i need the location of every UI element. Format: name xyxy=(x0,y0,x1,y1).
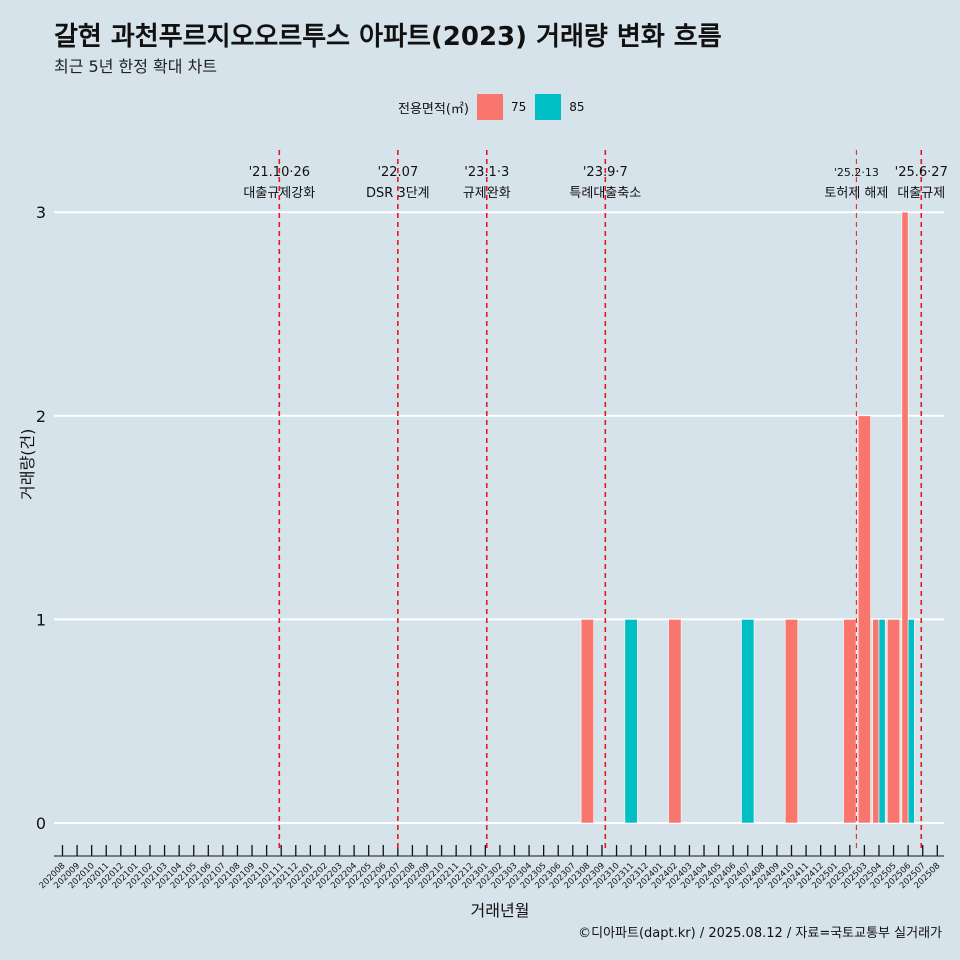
source-footer: ©디아파트(dapt.kr) / 2025.08.12 / 자료=국토교통부 실… xyxy=(578,926,942,941)
chart-title: 갈현 과천푸르지오오르투스 아파트(2023) 거래량 변화 흐름 xyxy=(54,22,722,52)
legend-title: 전용면적(㎡) xyxy=(398,101,469,117)
x-axis-label: 거래년월 xyxy=(470,901,530,920)
event-name-label: 특례대출축소 xyxy=(569,186,641,201)
bar-85-202311 xyxy=(624,619,638,824)
event-date-label: '25.6·27 xyxy=(895,165,948,180)
bar-75-202402 xyxy=(668,619,682,824)
event-name-label: 토허제 해제 xyxy=(824,186,888,201)
legend-label-85: 85 xyxy=(569,100,585,114)
y-axis-label: 거래량(건) xyxy=(18,428,37,500)
bar-75-202308 xyxy=(580,619,594,824)
event-name-label: DSR 3단계 xyxy=(366,186,430,201)
event-date-label: '23.9·7 xyxy=(583,165,628,180)
y-tick-label: 2 xyxy=(36,407,46,426)
bar-85-202504 xyxy=(878,619,886,824)
legend: 전용면적(㎡) 75 85 xyxy=(398,94,594,120)
y-tick-label: 0 xyxy=(36,814,46,833)
y-tick-label: 1 xyxy=(36,610,46,629)
y-tick-label: 3 xyxy=(36,203,46,222)
event-name-label: 대출규제강화 xyxy=(243,186,315,201)
bar-75-202410 xyxy=(784,619,799,824)
bar-75-202503 xyxy=(857,415,871,824)
bar-75-202504 xyxy=(872,619,880,824)
event-date-label: '22.07 xyxy=(377,165,418,180)
bar-75-202505 xyxy=(887,619,901,824)
bar-85-202407 xyxy=(741,619,755,824)
legend-label-75: 75 xyxy=(510,100,527,114)
event-date-label: '23.1·3 xyxy=(464,165,509,180)
event-date-label: '25.2·13 xyxy=(834,166,879,179)
legend-key-75 xyxy=(476,94,503,120)
legend-key-85 xyxy=(535,94,562,120)
bar-75-202506 xyxy=(901,211,909,824)
chart-subtitle: 최근 5년 한정 확대 차트 xyxy=(54,57,218,76)
event-date-label: '21.10·26 xyxy=(249,165,310,180)
event-name-label: 규제완화 xyxy=(463,186,511,201)
bar-85-202506 xyxy=(907,619,915,824)
event-name-label: 대출규제 xyxy=(897,186,945,201)
bar-75-202502 xyxy=(843,619,857,824)
